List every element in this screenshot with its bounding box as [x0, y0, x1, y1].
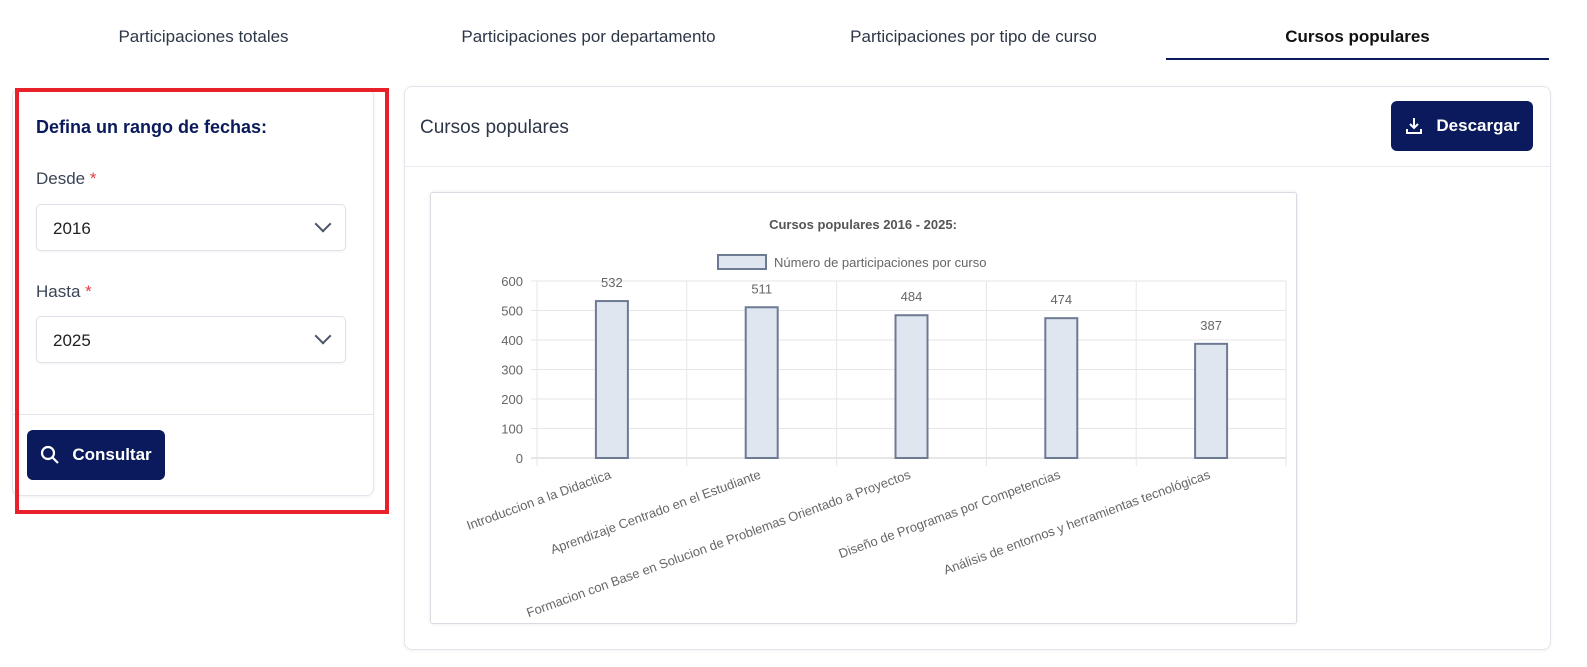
data-label: 532 — [601, 275, 623, 290]
y-tick-label: 400 — [501, 333, 523, 348]
desde-text: Desde — [36, 169, 86, 188]
y-tick-label: 0 — [516, 451, 523, 466]
y-tick-label: 300 — [501, 363, 523, 378]
data-label: 484 — [901, 289, 923, 304]
filter-title: Defina un rango de fechas: — [36, 117, 268, 137]
data-label: 387 — [1200, 318, 1222, 333]
tab-participaciones-totales[interactable]: Participaciones totales — [118, 27, 289, 46]
desde-label: Desde * — [36, 169, 97, 189]
required-mark: * — [85, 282, 92, 301]
hasta-text: Hasta — [36, 282, 81, 301]
data-label: 474 — [1050, 292, 1072, 307]
hasta-select[interactable]: 2025 — [36, 316, 346, 363]
consultar-button[interactable]: Consultar — [27, 430, 165, 480]
bar — [1194, 342, 1229, 460]
y-tick-label: 600 — [501, 274, 523, 289]
tab-participaciones-departamento[interactable]: Participaciones por departamento — [461, 27, 716, 46]
desde-select[interactable]: 2016 — [36, 204, 346, 251]
data-label: 511 — [751, 281, 772, 296]
legend-label: Número de participaciones por curso — [774, 255, 986, 270]
chart-container: Cursos populares 2016 - 2025: Número de … — [430, 192, 1297, 624]
bar — [894, 314, 929, 459]
tab-cursos-populares[interactable]: Cursos populares — [1166, 20, 1549, 60]
bar — [744, 306, 779, 459]
filter-card — [12, 88, 374, 496]
y-tick-label: 200 — [501, 392, 523, 407]
hasta-value: 2025 — [53, 331, 91, 350]
descargar-label: Descargar — [1436, 116, 1520, 135]
search-icon — [41, 445, 60, 464]
x-tick-label: Introduccion a la Didactica — [465, 466, 614, 533]
divider — [13, 414, 373, 415]
highlight-box — [15, 88, 389, 514]
bar — [594, 300, 629, 459]
bar — [1044, 317, 1079, 459]
divider — [405, 166, 1550, 167]
consultar-label: Consultar — [72, 445, 152, 464]
y-tick-label: 500 — [501, 304, 523, 319]
tab-participaciones-tipo-curso[interactable]: Participaciones por tipo de curso — [850, 27, 1097, 46]
descargar-button[interactable]: Descargar — [1391, 101, 1533, 151]
chevron-down-icon — [314, 215, 332, 233]
required-mark: * — [89, 169, 97, 188]
panel-title: Cursos populares — [420, 117, 569, 138]
desde-value: 2016 — [53, 219, 91, 238]
chevron-down-icon — [314, 327, 332, 345]
y-tick-label: 100 — [501, 422, 523, 437]
bar-chart: Cursos populares 2016 - 2025: Número de … — [465, 217, 1287, 620]
hasta-label: Hasta * — [36, 282, 92, 302]
legend-swatch — [717, 254, 767, 270]
download-icon — [1406, 118, 1423, 134]
chart-title: Cursos populares 2016 - 2025: — [769, 217, 957, 232]
x-tick-label: Análisis de entornos y herramientas tecn… — [941, 467, 1212, 578]
